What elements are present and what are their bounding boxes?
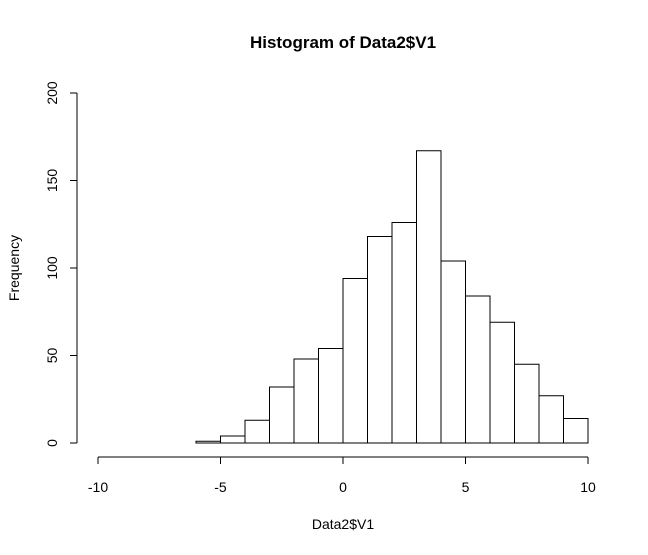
y-tick-label: 150: [44, 169, 60, 193]
y-tick-label: 0: [44, 439, 60, 447]
histogram-bar: [244, 419, 270, 444]
bars-group: [195, 150, 589, 444]
y-axis-label: Frequency: [6, 235, 22, 301]
histogram-bar: [269, 386, 295, 444]
y-axis: 0 50 100 150 200: [44, 81, 78, 447]
histogram-bar: [293, 358, 319, 444]
x-axis: -10 -5 0 5 10: [88, 456, 596, 495]
histogram-bar: [391, 222, 417, 444]
chart-title: Histogram of Data2$V1: [250, 33, 436, 52]
x-tick-label: -5: [214, 479, 227, 495]
histogram-bar: [318, 348, 344, 444]
histogram-bar: [342, 278, 368, 444]
y-tick-label: 100: [44, 256, 60, 280]
histogram-bar: [563, 418, 589, 444]
histogram-bar: [538, 395, 564, 444]
histogram-bar: [195, 440, 221, 444]
histogram-bar: [220, 435, 246, 444]
x-tick-label: 5: [462, 479, 470, 495]
x-tick-label: -10: [88, 479, 108, 495]
x-tick-label: 10: [580, 479, 596, 495]
histogram-bar: [416, 150, 442, 444]
histogram-bar: [465, 295, 491, 444]
histogram-bar: [514, 363, 540, 444]
x-tick-label: 0: [339, 479, 347, 495]
y-tick-label: 200: [44, 81, 60, 105]
x-axis-label: Data2$V1: [312, 516, 374, 532]
histogram-bar: [440, 260, 466, 444]
y-tick-label: 50: [44, 348, 60, 364]
histogram-bar: [489, 321, 515, 444]
histogram-bar: [367, 236, 393, 444]
